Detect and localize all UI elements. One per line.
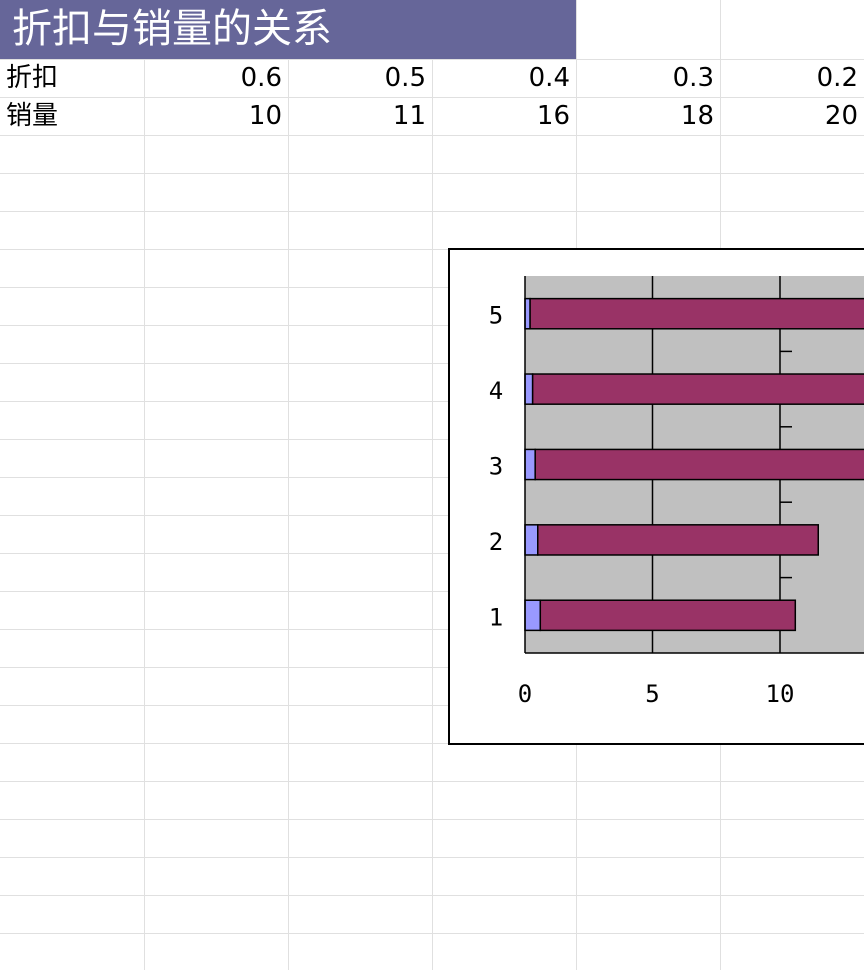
category-label-3: 3 bbox=[489, 453, 503, 481]
category-label-4: 4 bbox=[489, 377, 503, 405]
chart-object[interactable]: 1 2 3 4 5 0 5 10 bbox=[448, 248, 864, 745]
grid-row-line bbox=[0, 591, 864, 592]
row-label-discount[interactable]: 折扣 bbox=[6, 63, 59, 93]
grid-row-line bbox=[0, 933, 864, 934]
discount-cell-1[interactable]: 0.6 bbox=[240, 63, 282, 93]
sales-cell-3[interactable]: 16 bbox=[536, 101, 570, 131]
grid-row-line bbox=[0, 173, 864, 174]
grid-row-line bbox=[0, 477, 864, 478]
x-tick-label-0: 0 bbox=[518, 680, 532, 708]
discount-cell-2[interactable]: 0.5 bbox=[384, 63, 426, 93]
x-tick-label-5: 5 bbox=[645, 680, 659, 708]
sales-cell-1[interactable]: 10 bbox=[248, 101, 282, 131]
grid-row-line bbox=[0, 705, 864, 706]
bar-series1-cat5 bbox=[524, 297, 531, 330]
sales-cell-4[interactable]: 18 bbox=[680, 101, 714, 131]
grid-row-line bbox=[0, 743, 864, 744]
discount-cell-5[interactable]: 0.2 bbox=[816, 63, 858, 93]
bar-series1-cat2 bbox=[524, 524, 539, 556]
grid-row-line bbox=[0, 819, 864, 820]
category-label-5: 5 bbox=[489, 302, 503, 330]
grid-row-line bbox=[0, 515, 864, 516]
grid-row-line bbox=[0, 287, 864, 288]
bar-series2-cat4 bbox=[531, 373, 864, 405]
grid-row-line bbox=[0, 439, 864, 440]
title-cell[interactable]: 折扣与销量的关系 bbox=[0, 0, 576, 59]
bar-series2-cat2 bbox=[537, 524, 819, 556]
grid-row-line bbox=[0, 401, 864, 402]
sales-cell-2[interactable]: 11 bbox=[392, 101, 426, 131]
sales-cell-5[interactable]: 20 bbox=[824, 101, 858, 131]
grid-row-line bbox=[0, 895, 864, 896]
bar-series1-cat3 bbox=[524, 448, 536, 481]
grid-row-line bbox=[0, 325, 864, 326]
grid-column-line bbox=[432, 0, 433, 970]
category-label-1: 1 bbox=[489, 603, 503, 631]
bar-series1-cat1 bbox=[524, 599, 542, 632]
grid-row-line bbox=[0, 363, 864, 364]
row-label-sales[interactable]: 销量 bbox=[6, 101, 59, 131]
discount-cell-4[interactable]: 0.3 bbox=[672, 63, 714, 93]
grid-row-line bbox=[0, 97, 864, 98]
grid-row-line bbox=[0, 211, 864, 212]
grid-row-line bbox=[0, 249, 864, 250]
grid-column-line bbox=[144, 0, 145, 970]
bar-series2-cat1 bbox=[539, 599, 797, 632]
grid-row-line bbox=[0, 553, 864, 554]
bar-series2-cat5 bbox=[529, 297, 864, 330]
grid-row-line bbox=[0, 781, 864, 782]
category-label-2: 2 bbox=[489, 528, 503, 556]
bar-series2-cat3 bbox=[534, 448, 864, 481]
bar-chart[interactable]: 1 2 3 4 5 0 5 10 bbox=[450, 250, 864, 747]
grid-row-line bbox=[0, 667, 864, 668]
discount-cell-3[interactable]: 0.4 bbox=[528, 63, 570, 93]
grid-row-line bbox=[0, 135, 864, 136]
grid-row-line bbox=[0, 59, 864, 60]
grid-row-line bbox=[0, 629, 864, 630]
grid-column-line bbox=[288, 0, 289, 970]
bar-series1-cat4 bbox=[524, 373, 534, 405]
grid-row-line bbox=[0, 857, 864, 858]
x-tick-label-10: 10 bbox=[766, 680, 795, 708]
